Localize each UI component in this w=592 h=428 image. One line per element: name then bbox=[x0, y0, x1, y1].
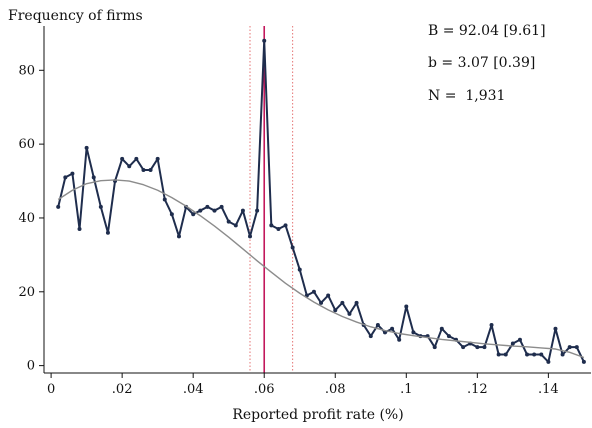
data-point bbox=[255, 208, 260, 213]
data-point bbox=[354, 300, 359, 305]
data-point bbox=[127, 164, 132, 169]
data-point bbox=[347, 311, 352, 316]
x-tick-label: .06 bbox=[254, 382, 275, 397]
data-point bbox=[297, 267, 302, 272]
data-point bbox=[63, 175, 68, 180]
data-point bbox=[461, 345, 466, 350]
x-axis-title: Reported profit rate (%) bbox=[232, 407, 403, 423]
y-tick-label: 40 bbox=[18, 211, 35, 226]
data-point bbox=[496, 352, 501, 357]
data-point bbox=[390, 326, 395, 331]
data-point bbox=[98, 204, 103, 209]
stat-n: N = 1,931 bbox=[428, 88, 505, 104]
data-point bbox=[155, 156, 160, 161]
data-point bbox=[212, 208, 217, 213]
data-point bbox=[262, 38, 267, 43]
data-point bbox=[475, 345, 480, 350]
x-tick-label: .1 bbox=[400, 382, 412, 397]
y-axis-title: Frequency of firms bbox=[8, 8, 143, 24]
data-point bbox=[368, 334, 373, 339]
data-point bbox=[489, 323, 494, 328]
data-point bbox=[517, 337, 522, 342]
data-point bbox=[148, 167, 153, 172]
data-point bbox=[340, 300, 345, 305]
stat-b-lower: b = 3.07 [0.39] bbox=[428, 55, 535, 71]
y-ticks: 0 20 40 60 80 bbox=[18, 63, 44, 374]
data-point bbox=[283, 223, 288, 228]
data-point bbox=[169, 212, 174, 217]
data-point bbox=[248, 234, 253, 239]
data-point bbox=[141, 167, 146, 172]
data-point bbox=[176, 234, 181, 239]
data-point bbox=[240, 208, 245, 213]
data-point bbox=[581, 359, 586, 364]
y-tick-label: 0 bbox=[27, 359, 35, 374]
x-tick-label: .12 bbox=[467, 382, 488, 397]
data-point bbox=[198, 208, 203, 213]
data-point bbox=[219, 204, 224, 209]
x-tick-label: .14 bbox=[538, 382, 559, 397]
data-point bbox=[482, 345, 487, 350]
data-point bbox=[326, 293, 331, 298]
y-tick-label: 60 bbox=[18, 137, 35, 152]
data-point bbox=[553, 326, 558, 331]
x-tick-label: .02 bbox=[112, 382, 133, 397]
data-point bbox=[91, 175, 96, 180]
data-point bbox=[77, 227, 82, 232]
data-point bbox=[191, 212, 196, 217]
y-tick-label: 20 bbox=[18, 285, 35, 300]
data-point bbox=[56, 204, 61, 209]
data-point bbox=[503, 352, 508, 357]
data-point bbox=[105, 230, 110, 235]
data-point bbox=[276, 227, 281, 232]
data-point bbox=[439, 326, 444, 331]
data-point bbox=[574, 345, 579, 350]
data-point bbox=[375, 323, 380, 328]
data-point bbox=[226, 219, 231, 224]
y-tick-label: 80 bbox=[18, 63, 35, 78]
data-point bbox=[532, 352, 537, 357]
data-point bbox=[397, 337, 402, 342]
data-point bbox=[560, 352, 565, 357]
series-line-fitted bbox=[57, 179, 585, 359]
data-point bbox=[510, 341, 515, 346]
data-point bbox=[525, 352, 530, 357]
data-point bbox=[333, 308, 338, 313]
data-point bbox=[311, 289, 316, 294]
data-point bbox=[290, 245, 295, 250]
data-point bbox=[70, 171, 75, 176]
data-point bbox=[446, 334, 451, 339]
data-point bbox=[319, 300, 324, 305]
data-point bbox=[162, 197, 167, 202]
data-point bbox=[120, 156, 125, 161]
x-tick-label: 0 bbox=[47, 382, 55, 397]
data-point bbox=[404, 304, 409, 309]
data-point bbox=[233, 223, 238, 228]
x-ticks: 0 .02 .04 .06 .08 .1 .12 .14 bbox=[47, 373, 559, 397]
data-point bbox=[84, 145, 89, 150]
data-point bbox=[269, 223, 274, 228]
x-tick-label: .08 bbox=[325, 382, 346, 397]
data-point bbox=[539, 352, 544, 357]
data-point bbox=[411, 330, 416, 335]
data-point bbox=[432, 345, 437, 350]
data-point bbox=[567, 345, 572, 350]
axes bbox=[43, 26, 591, 374]
data-point bbox=[546, 359, 551, 364]
stat-b-upper: B = 92.04 [9.61] bbox=[428, 23, 546, 39]
data-point bbox=[205, 204, 210, 209]
data-point bbox=[134, 156, 139, 161]
plot-area bbox=[56, 26, 586, 373]
x-tick-label: .04 bbox=[183, 382, 204, 397]
